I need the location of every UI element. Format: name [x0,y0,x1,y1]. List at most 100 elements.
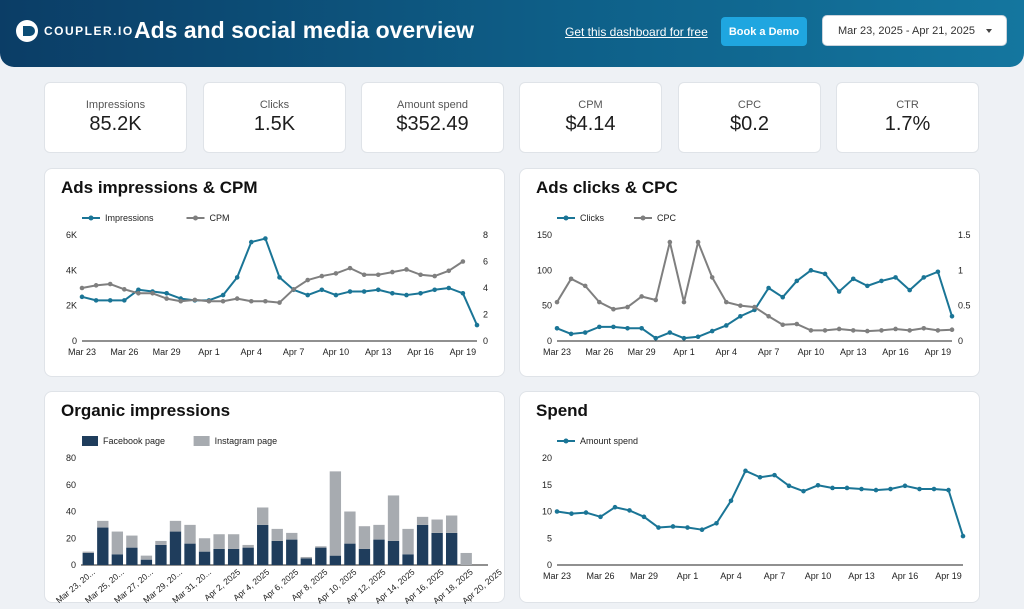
bar-instagram [300,556,312,559]
bar-facebook [358,548,371,565]
data-point [772,472,777,478]
bar-instagram [82,551,94,553]
bar-facebook [227,548,240,565]
bar-instagram [213,534,225,549]
bar-facebook [329,555,342,565]
bar-instagram [358,526,371,549]
data-point [653,297,659,303]
bar-instagram [198,538,211,552]
chart-title: Spend [536,401,588,420]
y-right-tick-label: 6 [483,257,488,267]
bar-instagram [184,524,196,544]
y-left-tick-label: 5 [547,533,552,543]
bar-instagram [169,520,182,532]
bar-facebook [315,547,327,565]
series-line-impressions [81,237,478,326]
spend-chart: 0 5 10 15 20 Mar 23 Mar 26 Mar 29 Apr 1 Apr 4 Apr … [542,436,966,581]
data-point [569,511,574,516]
y-left-tick-label: 0 [72,336,77,346]
x-tick-label: Mar 23 [543,347,571,357]
data-point [598,514,603,520]
data-point [627,508,632,513]
data-point [79,294,85,300]
data-point [277,300,282,305]
bar-instagram [402,528,414,555]
data-point [583,510,589,515]
data-point [234,275,240,280]
data-point [220,298,226,304]
series-line-cpm [81,260,464,304]
data-point [375,272,381,278]
get-dashboard-link[interactable]: Get this dashboard for free [565,25,708,39]
legend-marker [193,215,198,221]
data-point [319,287,325,293]
data-point [206,298,212,304]
y-left-tick-label: 0 [547,336,552,346]
bar-instagram [111,531,124,555]
legend-marker [563,215,569,221]
data-point [766,285,771,291]
data-point [361,272,367,278]
y-left-tick-label: 60 [66,480,76,490]
data-point [93,298,99,303]
bar-instagram [373,524,385,540]
data-point [234,296,240,301]
x-tick-label: Mar 29 [153,347,181,357]
date-range-picker[interactable]: Mar 23, 2025 - Apr 21, 2025 [822,15,1007,46]
data-point [347,265,353,271]
data-point [333,271,339,276]
bar-facebook [184,543,196,565]
data-point [836,289,842,294]
bar-instagram [329,471,342,556]
x-tick-label: Apr 19 [935,571,962,581]
bar-facebook [271,540,283,565]
bar-facebook [111,554,124,565]
y-left-tick-label: 40 [66,507,76,517]
y-left-tick-label: 80 [66,453,76,463]
x-tick-label: Apr 10 [805,571,832,581]
legend-label: CPM [210,213,230,223]
data-point [695,334,701,340]
data-point [79,285,85,291]
y-left-tick-label: 15 [542,480,552,490]
x-tick-label: Mar 29 [628,347,656,357]
data-point [612,504,618,510]
bar-instagram [126,535,138,548]
data-point [685,525,690,530]
data-point [786,483,792,489]
chart-title: Ads impressions & CPM [61,178,258,197]
card-organic-impressions: Organic impressions 0 20 40 60 80 Mar 23, 20.… [44,391,505,604]
card-spend: Spend 0 5 10 15 20 Mar 23 Mar 26 Mar 29 Apr 1 Apr… [519,391,980,603]
kpi-amount-spend: Amount spend $352.49 [361,82,504,153]
data-point [305,292,311,298]
kpi-value: $4.14 [565,113,616,135]
legend-label: CPC [657,213,677,223]
x-tick-label: Apr 4 [720,571,742,581]
legend-marker [88,215,94,221]
data-point [738,313,743,319]
kpi-value: 1.7% [884,113,931,135]
data-point [893,326,898,332]
data-point [743,468,748,474]
data-point [625,325,630,331]
x-tick-label: Mar 26 [586,571,614,581]
series-line-amount-spend [556,469,964,537]
y-left-tick-label: 150 [537,230,552,240]
bar-facebook [431,532,443,565]
y-left-tick-label: 4K [66,265,77,275]
logo[interactable]: COUPLER.IO [16,20,134,42]
bar-instagram [431,519,443,533]
clicks-cpc-chart: 0 50 100 150 0 0.5 1 1.5 Mar 23 Mar 26 Mar 29 Apr 1… [537,213,971,357]
x-tick-label: Apr 16 [882,347,909,357]
x-tick-label: Apr 7 [764,571,786,581]
bar-instagram [315,546,327,548]
data-point [780,322,786,328]
y-right-tick-label: 1.5 [958,230,971,240]
bar-instagram [344,511,356,544]
book-demo-button[interactable]: Book a Demo [721,17,807,46]
x-tick-label: Apr 10 [798,347,825,357]
kpi-clicks: Clicks 1.5K [203,82,346,153]
data-point [794,321,800,327]
kpi-label: CTR [896,99,919,111]
